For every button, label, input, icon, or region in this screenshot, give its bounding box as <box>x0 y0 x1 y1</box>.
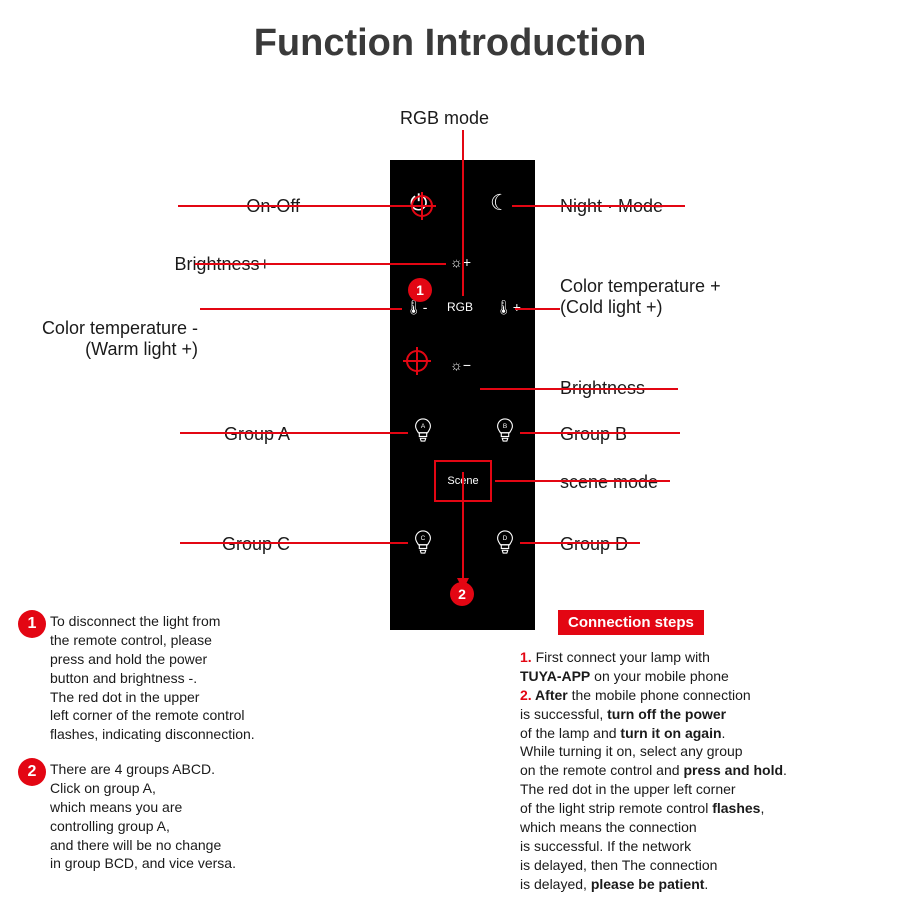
callout-line <box>480 388 678 390</box>
remote-group_a-icon: A <box>413 418 433 445</box>
callout-label: Group A <box>100 424 290 445</box>
marker-circle-1: 1 <box>408 278 432 302</box>
callout-line <box>512 205 685 207</box>
page-title: Function Introduction <box>0 22 900 65</box>
arrow-line <box>462 472 464 580</box>
callout-label: RGB mode <box>400 108 489 129</box>
svg-text:C: C <box>421 535 426 542</box>
callout-line <box>178 205 408 207</box>
callout-line <box>520 542 640 544</box>
callout-label: Group D <box>560 534 628 555</box>
remote-bright_plus-icon: ☼+ <box>450 255 471 269</box>
target-marker <box>411 195 433 217</box>
callout-line <box>200 308 402 310</box>
callout-line <box>462 130 464 296</box>
callout-line <box>515 308 560 310</box>
connection-steps-text: 1. First connect your lamp withTUYA-APP … <box>520 648 880 894</box>
callout-line <box>495 480 670 482</box>
footnote-badge-1: 1 <box>18 610 46 638</box>
remote-group_c-icon: C <box>413 530 433 557</box>
callout-line <box>520 432 680 434</box>
remote-ct_plus-icon: 🌡+ <box>495 300 521 314</box>
arrow-down-icon <box>457 578 469 590</box>
remote-bright_minus-icon: ☼− <box>450 358 471 372</box>
callout-label: Group C <box>100 534 290 555</box>
callout-line <box>180 432 408 434</box>
remote-night-icon: ☾ <box>490 192 510 214</box>
callout-line <box>180 542 408 544</box>
callout-label: Color temperature -(Warm light +) <box>8 318 198 360</box>
target-marker <box>406 350 428 372</box>
remote-group_d-icon: D <box>495 530 515 557</box>
callout-label: scene mode <box>560 472 658 493</box>
callout-label: Group B <box>560 424 627 445</box>
footnote-badge-2: 2 <box>18 758 46 786</box>
remote-rgb-label: RGB <box>447 300 473 314</box>
svg-text:A: A <box>421 423 426 430</box>
remote-group_b-icon: B <box>495 418 515 445</box>
svg-text:D: D <box>503 535 508 542</box>
callout-line <box>195 263 446 265</box>
connection-steps-badge: Connection steps <box>558 610 704 635</box>
svg-text:B: B <box>503 423 507 430</box>
callout-label: Color temperature +(Cold light +) <box>560 276 721 318</box>
footnote-2: There are 4 groups ABCD.Click on group A… <box>50 760 350 873</box>
footnote-1: To disconnect the light fromthe remote c… <box>50 612 350 744</box>
remote-ct_minus-icon: 🌡- <box>405 300 427 314</box>
